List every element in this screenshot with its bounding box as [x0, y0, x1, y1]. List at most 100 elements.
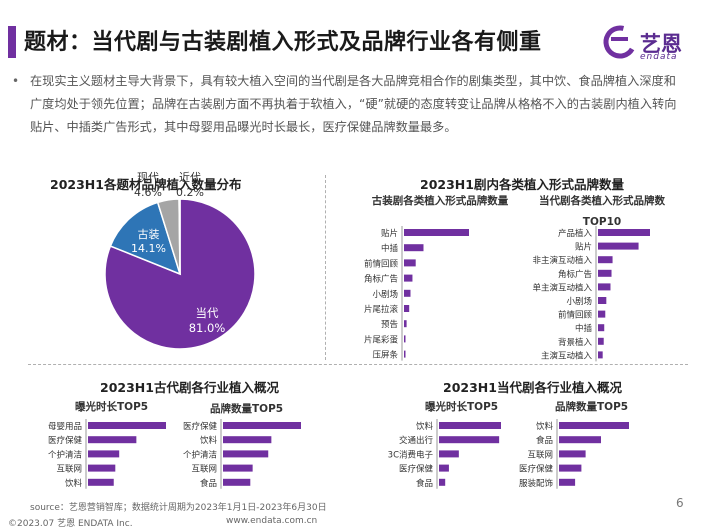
divider-vertical — [325, 175, 326, 360]
bar-label: 个护清洁 — [183, 449, 218, 460]
chart-title-forms: 2023H1剧内各类植入形式品牌数量 — [420, 177, 624, 192]
bar-label: 角标广告 — [364, 274, 398, 285]
subtitle-modern-forms: 当代剧各类植入形式品牌数TOP10 — [539, 195, 665, 228]
page-number: 6 — [676, 496, 684, 510]
bar — [88, 450, 120, 458]
bar — [404, 320, 407, 328]
bar — [439, 436, 500, 444]
bar-label: 主演互动植入 — [541, 350, 593, 361]
chart-title-modern-industry: 2023H1当代剧各行业植入概况 — [443, 380, 622, 395]
bar — [598, 229, 650, 236]
bar — [404, 259, 416, 267]
bar — [404, 229, 469, 236]
bar-label: 母婴用品 — [48, 422, 82, 432]
bar-label: 医疗保健 — [48, 435, 83, 446]
logo-text: 艺恩 — [640, 32, 682, 56]
subtitle-ancient-forms: 古装剧各类植入形式品牌数量 — [371, 195, 509, 207]
bar — [559, 464, 582, 472]
subtitle-ancient-brands: 品牌数量TOP5 — [210, 403, 284, 415]
bar — [598, 297, 607, 304]
bar-label: 服装配饰 — [519, 478, 554, 489]
bar — [559, 436, 601, 444]
website-link[interactable]: www.endata.com.cn — [226, 516, 318, 526]
bar — [598, 256, 613, 264]
bar-label: 个护清洁 — [48, 449, 83, 460]
bar-label: 食品 — [536, 435, 553, 446]
title-accent-bar — [8, 26, 16, 58]
bar-label: 交通出行 — [399, 435, 434, 446]
bar — [559, 478, 576, 486]
bar — [598, 269, 612, 277]
bar-label: 互联网 — [56, 465, 82, 475]
bar-label: 互联网 — [191, 465, 217, 475]
bar — [404, 289, 411, 297]
bar-label: 产品植入 — [558, 228, 593, 239]
pie-value-1: 14.1% — [131, 242, 166, 255]
pie-label-0: 当代 — [195, 306, 218, 320]
bar — [598, 324, 605, 332]
pie-slice-3 — [178, 198, 181, 275]
bar-label: 片尾拉滚 — [364, 304, 399, 315]
bar-label: 片尾彩蛋 — [364, 334, 399, 345]
bar — [559, 450, 586, 458]
chart-title-ancient-industry: 2023H1古代剧各行业植入概况 — [100, 380, 279, 395]
bar-label: 前情回顾 — [364, 258, 399, 269]
bar-label: 压屏条 — [372, 350, 398, 361]
bar — [598, 310, 606, 318]
subtitle-modern-brands: 品牌数量TOP5 — [555, 401, 629, 413]
bar — [439, 464, 449, 472]
bar-label: 中插 — [575, 323, 593, 334]
bar — [223, 450, 269, 458]
bar-label: 医疗保健 — [183, 421, 218, 432]
bar-label: 中插 — [381, 243, 399, 254]
source-note: source：艺恩营销智库；数据统计周期为2023年1月1日-2023年6月30… — [30, 503, 327, 513]
logo-subtext: endata — [640, 52, 678, 62]
bar — [598, 351, 603, 359]
bar — [439, 450, 459, 458]
bar-label: 饮料 — [200, 435, 218, 446]
bar-label: 医疗保健 — [399, 464, 434, 475]
bar — [404, 274, 413, 282]
bar — [598, 242, 639, 250]
bar — [88, 464, 116, 472]
bar-label: 小剧场 — [372, 289, 398, 300]
bar-label: 小剧场 — [566, 296, 592, 307]
bar-label: 3C消费电子 — [388, 449, 434, 460]
bar-label: 预告 — [381, 319, 398, 330]
bar — [88, 478, 114, 486]
bar-label: 饮料 — [65, 478, 83, 489]
bar-label: 角标广告 — [558, 269, 592, 280]
bar — [88, 436, 137, 444]
bar — [223, 422, 301, 429]
bar-label: 医疗保健 — [519, 464, 554, 475]
bar-chart-modern-forms: 产品植入贴片非主演互动植入角标广告单主演互动植入小剧场前情回顾中插背景植入主演互… — [532, 226, 650, 362]
divider-horizontal — [28, 364, 688, 365]
pie-label-1: 古装 — [137, 228, 159, 241]
bar — [404, 244, 424, 252]
copyright: ©2023.07 艺恩 ENDATA Inc. — [8, 519, 133, 529]
pie-value-3: 0.2% — [176, 186, 204, 199]
bar-label: 单主演互动植入 — [532, 282, 592, 293]
bar — [404, 335, 406, 343]
bar-label: 背景植入 — [558, 337, 593, 348]
bar — [559, 422, 629, 429]
bar-label: 饮料 — [536, 421, 554, 432]
page-title: 题材：当代剧与古装剧植入形式及品牌行业各有侧重 — [24, 30, 542, 55]
pie-label-2: 现代 — [137, 171, 159, 184]
bar — [598, 283, 611, 291]
bar-label: 贴片 — [381, 228, 398, 239]
subtitle-modern-exposure: 曝光时长TOP5 — [425, 401, 499, 413]
bar — [404, 305, 410, 312]
bar — [404, 350, 406, 358]
bar — [598, 337, 604, 345]
bar-label: 贴片 — [575, 242, 592, 253]
bar — [439, 422, 501, 429]
pie-slice-0 — [104, 198, 256, 350]
intro-bullet: • — [12, 74, 20, 88]
bar — [439, 478, 446, 486]
bar — [223, 478, 251, 486]
